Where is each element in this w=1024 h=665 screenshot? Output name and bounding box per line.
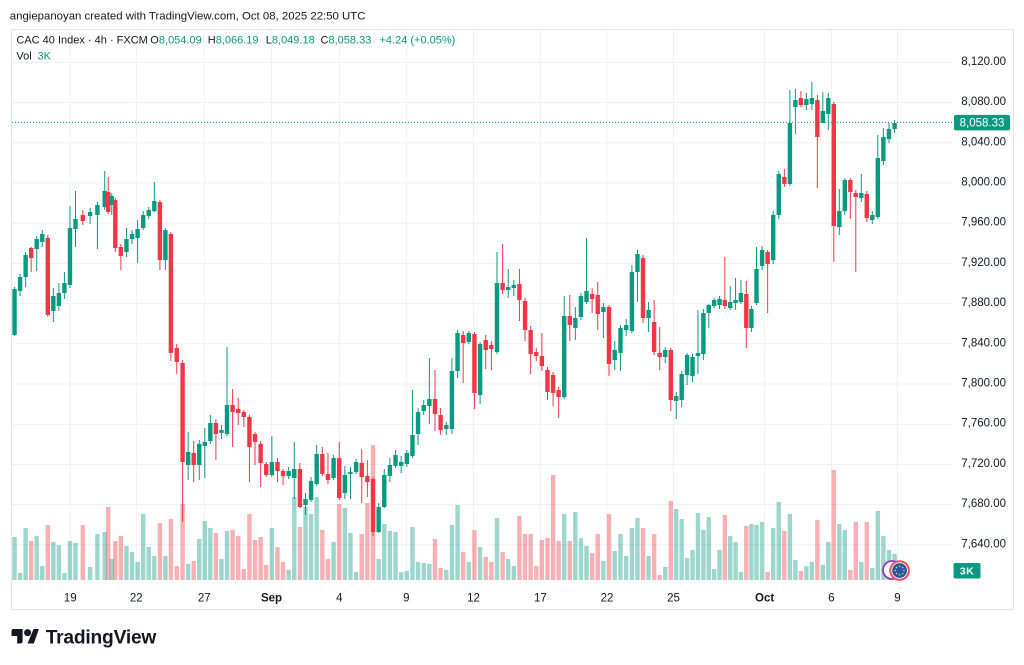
- svg-text:3K: 3K: [960, 566, 974, 578]
- svg-text:22: 22: [601, 593, 614, 605]
- svg-text:7,680.00: 7,680.00: [961, 498, 1006, 510]
- svg-text:8,080.00: 8,080.00: [961, 96, 1006, 108]
- svg-text:9: 9: [403, 593, 409, 605]
- svg-text:Oct: Oct: [755, 593, 774, 605]
- svg-text:19: 19: [64, 593, 77, 605]
- svg-text:8,054.09: 8,054.09: [159, 34, 202, 46]
- svg-text:8,058.33: 8,058.33: [329, 34, 372, 46]
- svg-text:12: 12: [467, 593, 480, 605]
- svg-text:TradingView: TradingView: [46, 628, 157, 649]
- svg-text:27: 27: [198, 593, 211, 605]
- svg-text:Vol: Vol: [16, 50, 31, 62]
- svg-text:8,000.00: 8,000.00: [961, 177, 1006, 189]
- svg-text:8,058.33: 8,058.33: [960, 118, 1005, 130]
- svg-text:8,049.18: 8,049.18: [272, 34, 315, 46]
- svg-text:7,880.00: 7,880.00: [961, 297, 1006, 309]
- svg-text:7,760.00: 7,760.00: [961, 418, 1006, 430]
- svg-text:4: 4: [336, 593, 343, 605]
- svg-text:+4.24 (+0.05%): +4.24 (+0.05%): [380, 34, 456, 46]
- svg-text:3K: 3K: [38, 50, 52, 62]
- svg-text:O: O: [150, 34, 159, 46]
- svg-text:CAC 40 Index · 4h · FXCM: CAC 40 Index · 4h · FXCM: [16, 34, 147, 46]
- svg-text:9: 9: [894, 593, 900, 605]
- svg-text:6: 6: [828, 593, 834, 605]
- svg-text:C: C: [321, 34, 329, 46]
- svg-text:25: 25: [667, 593, 680, 605]
- svg-text:Sep: Sep: [261, 593, 282, 605]
- svg-text:7,840.00: 7,840.00: [961, 337, 1006, 349]
- svg-text:L: L: [266, 34, 272, 46]
- svg-text:7,920.00: 7,920.00: [961, 257, 1006, 269]
- svg-text:7,640.00: 7,640.00: [961, 538, 1006, 550]
- svg-text:7,800.00: 7,800.00: [961, 378, 1006, 390]
- svg-text:8,040.00: 8,040.00: [961, 136, 1006, 148]
- svg-text:7,720.00: 7,720.00: [961, 458, 1006, 470]
- svg-text:17: 17: [534, 593, 547, 605]
- svg-text:H: H: [208, 34, 216, 46]
- svg-text:angiepanoyan created with Trad: angiepanoyan created with TradingView.co…: [10, 10, 366, 22]
- svg-text:8,066.19: 8,066.19: [216, 34, 259, 46]
- svg-text:7,960.00: 7,960.00: [961, 217, 1006, 229]
- svg-text:22: 22: [130, 593, 143, 605]
- svg-text:8,120.00: 8,120.00: [961, 56, 1006, 68]
